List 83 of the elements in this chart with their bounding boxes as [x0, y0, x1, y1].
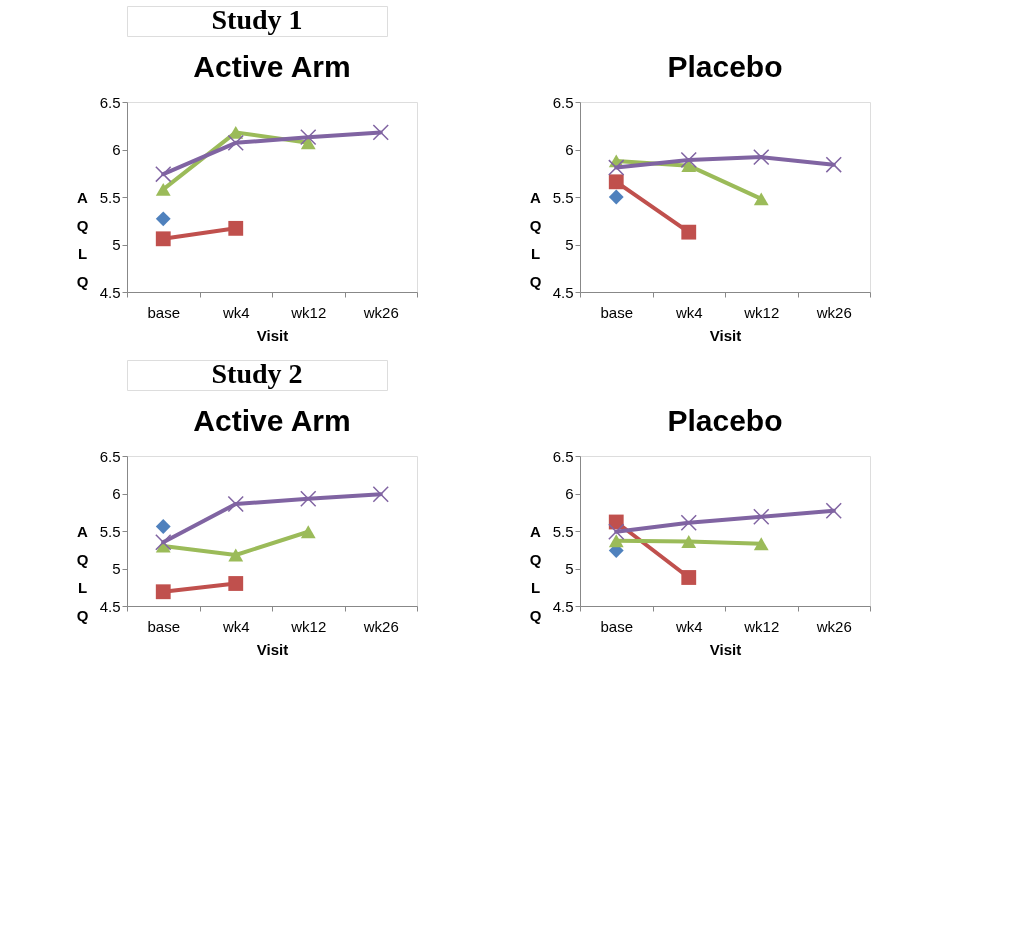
point — [608, 174, 624, 190]
x-tick-label: base — [147, 303, 181, 321]
point — [372, 124, 389, 141]
y-tick-label: 5.5 — [99, 522, 121, 540]
point — [227, 495, 244, 513]
chart-title: Placebo — [667, 50, 783, 83]
point — [680, 151, 697, 169]
y-axis-title: AQLQ — [76, 188, 89, 290]
y-tick-label: 5.5 — [552, 522, 574, 540]
point — [155, 211, 171, 227]
point — [608, 189, 624, 205]
point — [155, 166, 172, 183]
x-tick-label: wk4 — [221, 617, 250, 635]
point — [155, 534, 172, 551]
y-tick-label: 5 — [565, 560, 574, 577]
x-axis-title: Visit — [709, 326, 742, 344]
y-tick-label: 4.5 — [552, 597, 574, 615]
text: Study 1 — [211, 4, 303, 35]
y-axis-title: AQLQ — [529, 188, 542, 290]
y-tick-label: 5 — [112, 560, 121, 577]
point — [372, 486, 389, 503]
y-tick-label: 6.5 — [99, 93, 121, 111]
y-tick-label: 4.5 — [99, 283, 121, 301]
x-tick-label: wk26 — [815, 303, 852, 321]
y-tick-label: 5 — [565, 236, 574, 253]
x-tick-label: wk12 — [743, 617, 780, 635]
x-axis-title: Visit — [256, 326, 289, 344]
x-tick-label: wk12 — [290, 617, 327, 635]
point — [228, 220, 244, 236]
point — [753, 192, 769, 206]
y-tick-label: 5.5 — [552, 188, 574, 206]
point — [681, 224, 697, 240]
point — [825, 156, 842, 173]
x-tick-label: wk12 — [743, 303, 780, 321]
point — [681, 535, 697, 548]
point — [228, 548, 244, 562]
point — [300, 490, 317, 507]
point — [753, 148, 770, 166]
point — [608, 534, 624, 548]
x-tick-label: base — [600, 303, 634, 321]
chart-title: Placebo — [667, 404, 783, 437]
x-axis-title: Visit — [256, 640, 289, 658]
y-tick-label: 4.5 — [99, 597, 121, 615]
point — [155, 182, 171, 196]
y-tick-label: 6.5 — [552, 93, 574, 111]
x-tick-label: wk26 — [362, 303, 399, 321]
x-tick-label: base — [147, 617, 181, 635]
y-tick-label: 5 — [112, 236, 121, 253]
point — [681, 570, 697, 585]
point — [753, 537, 769, 551]
y-tick-label: 6 — [112, 141, 121, 158]
y-tick-label: 6.5 — [552, 447, 574, 465]
point — [680, 514, 697, 531]
y-tick-label: 5.5 — [99, 188, 121, 206]
x-tick-label: wk26 — [362, 617, 399, 635]
x-tick-label: wk4 — [674, 303, 703, 321]
point — [227, 134, 244, 152]
point — [228, 576, 244, 591]
text: Study 2 — [211, 358, 303, 389]
x-tick-label: wk4 — [674, 617, 703, 635]
point — [825, 502, 842, 519]
x-axis-title: Visit — [709, 640, 742, 658]
y-axis-title: AQLQ — [76, 522, 89, 624]
y-tick-label: 6 — [112, 485, 121, 502]
chart-title: Active Arm — [193, 404, 351, 437]
chart-title: Active Arm — [193, 50, 351, 83]
x-tick-label: wk26 — [815, 617, 852, 635]
x-tick-label: base — [600, 617, 634, 635]
y-tick-label: 6 — [565, 141, 574, 158]
x-tick-label: wk4 — [221, 303, 250, 321]
y-tick-label: 6.5 — [99, 447, 121, 465]
point — [608, 159, 625, 176]
y-tick-label: 4.5 — [552, 283, 574, 301]
y-tick-label: 6 — [565, 485, 574, 502]
point — [300, 128, 317, 146]
point — [155, 231, 171, 247]
point — [608, 523, 625, 540]
point — [300, 525, 316, 539]
y-axis-title: AQLQ — [529, 522, 542, 624]
x-tick-label: wk12 — [290, 303, 327, 321]
point — [155, 584, 171, 600]
point — [753, 508, 770, 525]
point — [155, 519, 171, 534]
